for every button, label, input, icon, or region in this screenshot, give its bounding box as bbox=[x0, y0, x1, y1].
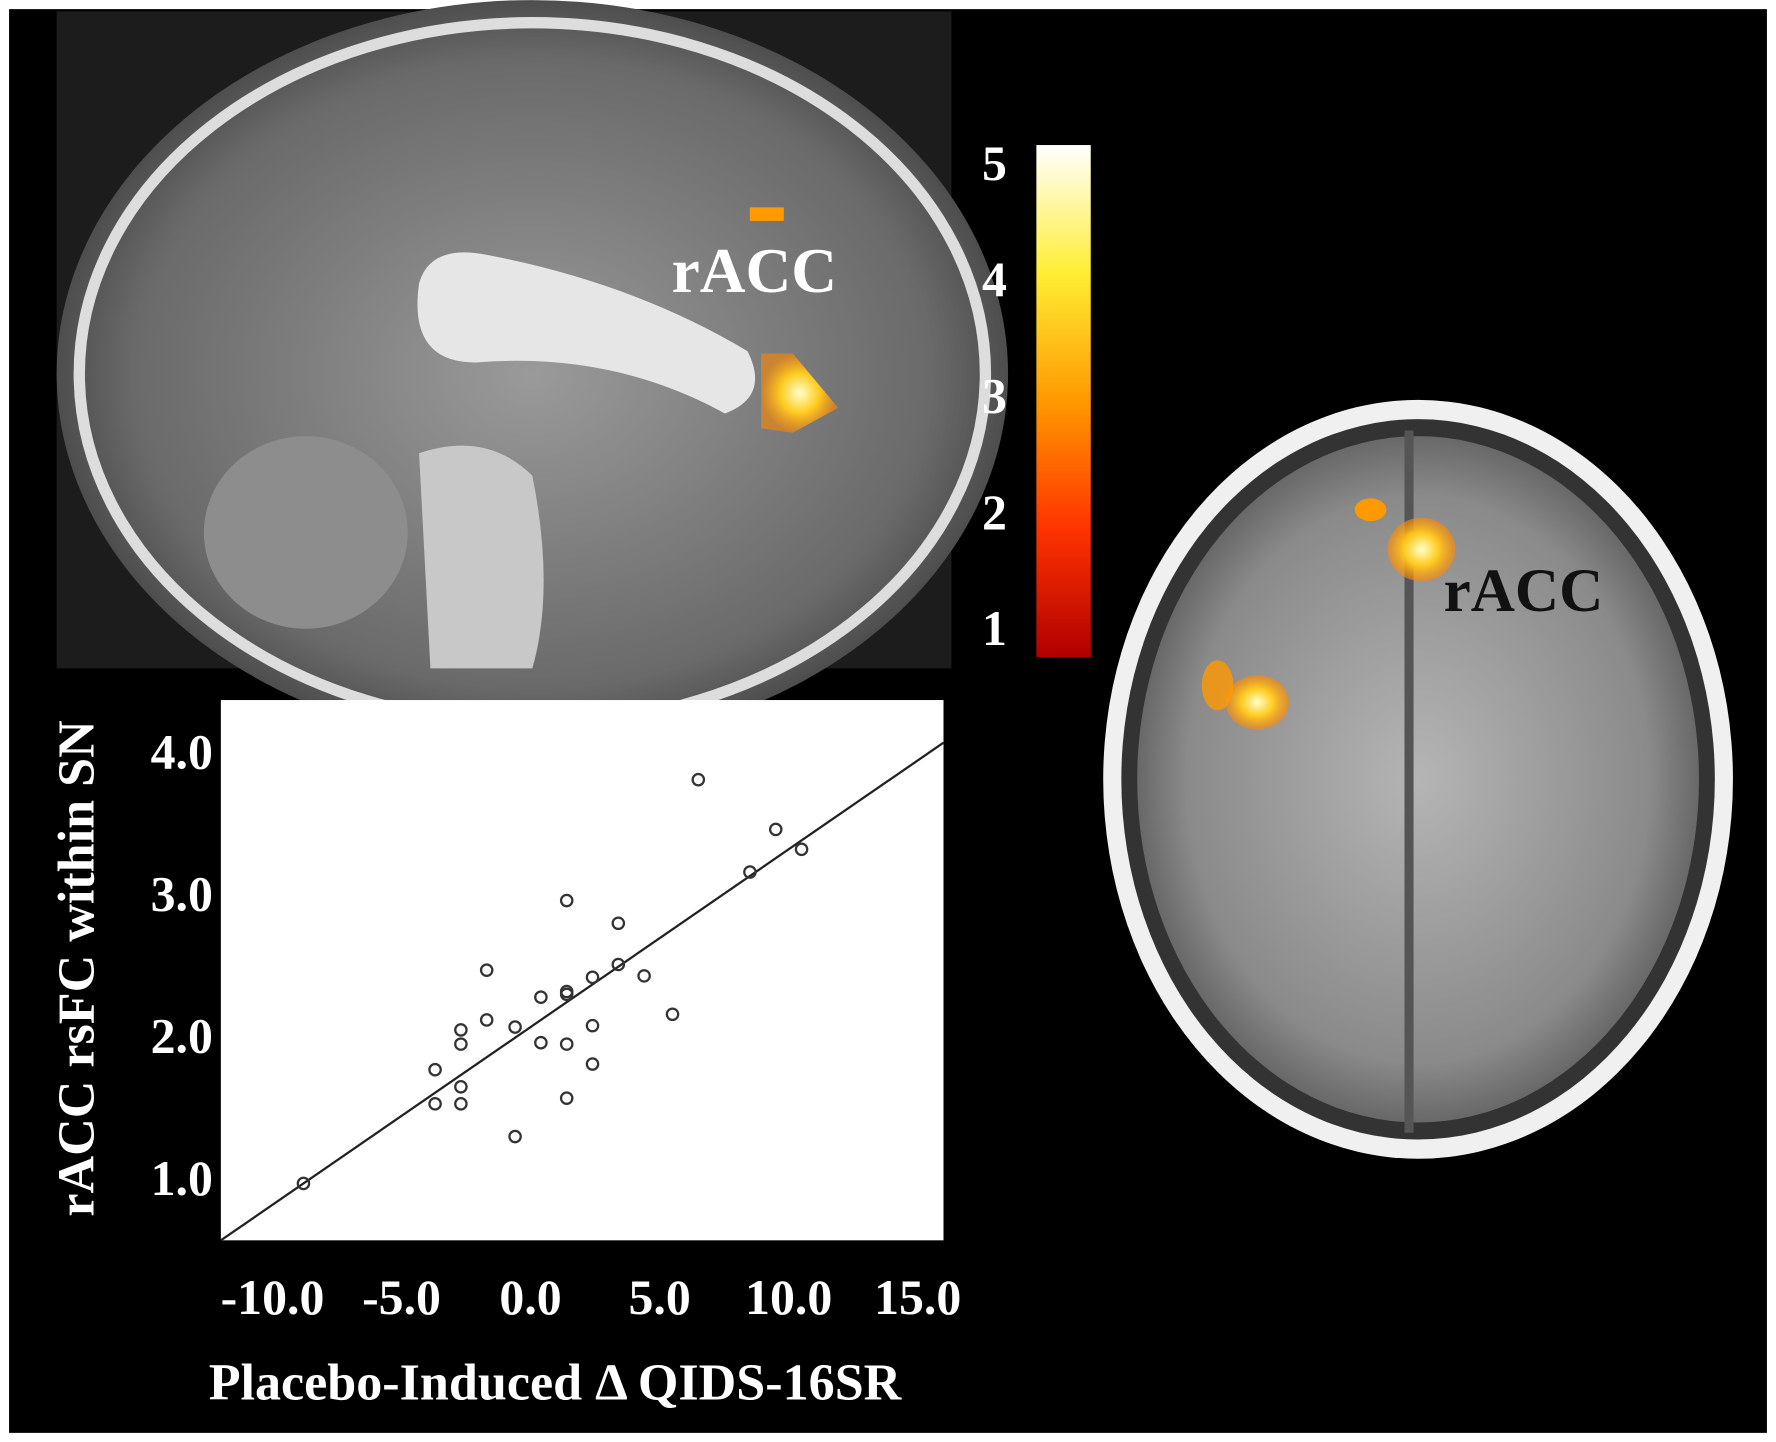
annotation: rACC bbox=[672, 235, 838, 306]
y-axis-label: rACC rsFC within SN bbox=[49, 720, 106, 1216]
y-tick-label: 1.0 bbox=[151, 1151, 213, 1206]
colorbar-scale bbox=[1036, 145, 1090, 657]
y-tick-label: 4.0 bbox=[151, 724, 213, 779]
colorbar-tick-label: 4 bbox=[982, 252, 1007, 307]
sagittal-mri bbox=[57, 0, 1008, 748]
colorbar-tick-label: 5 bbox=[982, 136, 1007, 191]
colorbar-tick-label: 2 bbox=[982, 485, 1007, 540]
y-tick-label: 2.0 bbox=[151, 1009, 213, 1064]
figure: rACC rACC -10.0 -5.0 0.0 5.0 10.0 15.0 1.0 2.0 3… bbox=[0, 0, 1776, 1442]
x-tick-label: 0.0 bbox=[499, 1270, 561, 1325]
x-axis-label: Placebo-Induced Δ QIDS-16SR bbox=[209, 1355, 903, 1412]
x-tick-label: 15.0 bbox=[874, 1270, 961, 1325]
annotation: rACC bbox=[1444, 557, 1604, 625]
y-tick-label: 3.0 bbox=[151, 867, 213, 922]
axial-mri bbox=[1103, 400, 1733, 1159]
plot-area bbox=[221, 700, 944, 1240]
colorbar-tick-label: 1 bbox=[982, 601, 1007, 656]
colorbar-tick-label: 3 bbox=[982, 368, 1007, 423]
x-tick-label: 5.0 bbox=[628, 1270, 690, 1325]
x-tick-label: -10.0 bbox=[221, 1270, 325, 1325]
x-tick-label: -5.0 bbox=[362, 1270, 441, 1325]
x-tick-label: 10.0 bbox=[745, 1270, 832, 1325]
